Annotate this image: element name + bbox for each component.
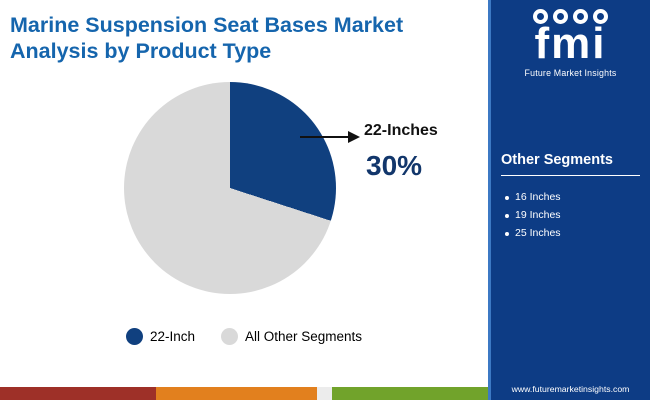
- other-segments-section: Other Segments 16 Inches 19 Inches 25 In…: [491, 152, 650, 242]
- pie-chart: [124, 82, 336, 294]
- page-title: Marine Suspension Seat Bases Market Anal…: [10, 13, 404, 64]
- other-segments-list: 16 Inches 19 Inches 25 Inches: [501, 188, 640, 242]
- logo-badge-icon: [593, 9, 608, 24]
- logo-icons-row: [491, 0, 650, 24]
- stripe-segment-orange: [156, 387, 318, 400]
- list-item: 25 Inches: [501, 224, 640, 242]
- stripe-segment-white: [317, 387, 332, 400]
- brand-panel: fmi Future Market Insights Other Segment…: [488, 0, 650, 400]
- list-item: 19 Inches: [501, 206, 640, 224]
- stripe-segment-green: [331, 387, 488, 400]
- logo-badge-icon: [533, 9, 548, 24]
- legend-item: 22-Inch: [125, 328, 195, 345]
- legend-label: All Other Segments: [244, 329, 363, 344]
- callout-arrow-icon: [300, 131, 360, 143]
- logo-tagline: Future Market Insights: [524, 67, 617, 78]
- legend-swatch-highlight: [125, 328, 143, 345]
- footer-stripe: [0, 387, 488, 400]
- chart-legend: 22-Inch All Other Segments: [0, 328, 488, 345]
- fmi-logo: fmi Future Market Insights: [491, 0, 650, 78]
- legend-label: 22-Inch: [149, 329, 195, 344]
- logo-wordmark: fmi: [534, 19, 607, 68]
- slice-callout-value: 30%: [366, 150, 423, 181]
- content-column: Marine Suspension Seat Bases Market Anal…: [0, 0, 488, 400]
- legend-swatch-other: [220, 328, 238, 345]
- legend-item: All Other Segments: [220, 328, 363, 345]
- logo-badge-icon: [553, 9, 568, 24]
- other-segments-heading: Other Segments: [501, 152, 640, 176]
- list-item: 16 Inches: [501, 188, 640, 206]
- header: Marine Suspension Seat Bases Market Anal…: [0, 0, 488, 76]
- website-link[interactable]: www.futuremarketinsights.com: [511, 384, 630, 394]
- stripe-segment-red: [0, 387, 157, 400]
- slice-callout-label: 22-Inches: [364, 122, 438, 139]
- chart-area: 22-Inches 30% 22-Inch All Other Segments: [0, 76, 488, 387]
- logo-badge-icon: [573, 9, 588, 24]
